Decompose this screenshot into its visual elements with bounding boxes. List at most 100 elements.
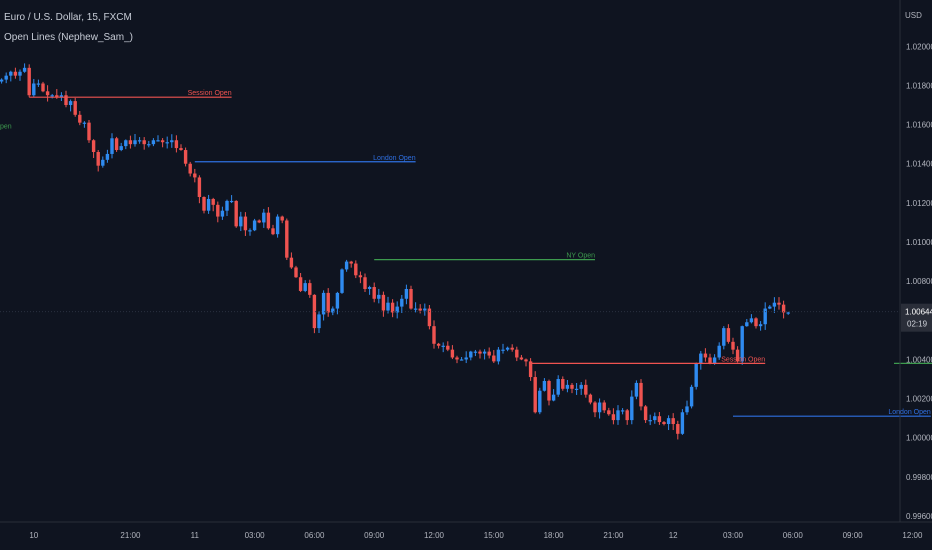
candle[interactable]	[597, 398, 602, 419]
candle[interactable]	[487, 347, 491, 359]
candle[interactable]	[275, 214, 280, 238]
candle[interactable]	[459, 357, 464, 361]
candle[interactable]	[505, 346, 510, 352]
candle[interactable]	[340, 268, 344, 294]
candle[interactable]	[262, 208, 266, 228]
candle[interactable]	[515, 346, 519, 362]
candle[interactable]	[4, 72, 8, 84]
candle[interactable]	[726, 324, 731, 344]
candle[interactable]	[326, 288, 330, 317]
candle[interactable]	[574, 382, 579, 395]
candle[interactable]	[455, 355, 459, 364]
candle[interactable]	[786, 311, 790, 315]
candle[interactable]	[643, 405, 648, 423]
candle[interactable]	[781, 300, 786, 319]
candle[interactable]	[754, 317, 758, 329]
candle[interactable]	[685, 400, 689, 415]
candle[interactable]	[45, 85, 50, 102]
candle[interactable]	[367, 285, 372, 295]
candle[interactable]	[496, 347, 501, 365]
candle[interactable]	[133, 134, 137, 147]
candle[interactable]	[390, 299, 395, 318]
candle[interactable]	[68, 99, 73, 112]
candle[interactable]	[156, 135, 160, 142]
candle[interactable]	[73, 97, 77, 117]
candle[interactable]	[105, 149, 110, 163]
candle[interactable]	[179, 144, 183, 151]
candle[interactable]	[119, 142, 123, 152]
candle[interactable]	[409, 285, 413, 310]
candle[interactable]	[165, 136, 169, 149]
candle[interactable]	[229, 195, 234, 204]
candle[interactable]	[243, 212, 248, 236]
candle[interactable]	[87, 119, 91, 143]
candle[interactable]	[556, 375, 560, 397]
candle[interactable]	[220, 206, 225, 220]
candle[interactable]	[450, 345, 455, 360]
candle[interactable]	[248, 228, 252, 236]
candle[interactable]	[395, 301, 399, 319]
candle[interactable]	[745, 318, 749, 327]
candle[interactable]	[101, 156, 105, 168]
candle[interactable]	[699, 350, 703, 370]
candle[interactable]	[473, 349, 478, 357]
candle[interactable]	[749, 314, 754, 324]
candle[interactable]	[616, 405, 620, 425]
candle[interactable]	[183, 147, 188, 167]
candle[interactable]	[551, 389, 556, 402]
candle[interactable]	[289, 252, 294, 269]
candle[interactable]	[478, 349, 482, 359]
candle[interactable]	[27, 64, 31, 98]
candle[interactable]	[758, 321, 763, 331]
candle[interactable]	[128, 135, 133, 149]
candle[interactable]	[740, 325, 744, 365]
candle[interactable]	[193, 168, 197, 183]
candle[interactable]	[82, 121, 87, 128]
candle[interactable]	[620, 408, 625, 415]
candle[interactable]	[271, 224, 275, 236]
candle[interactable]	[662, 420, 666, 426]
candle[interactable]	[170, 134, 174, 148]
candle[interactable]	[676, 420, 680, 440]
time-axis[interactable]: 10 21:00 11 03:00 06:00 09:00 12:00 15:00 18:00 2…	[29, 531, 932, 540]
candle[interactable]	[524, 358, 528, 367]
candle[interactable]	[542, 378, 547, 392]
candle[interactable]	[216, 201, 220, 223]
candle[interactable]	[137, 137, 142, 144]
candle[interactable]	[280, 215, 284, 224]
candle[interactable]	[593, 401, 597, 418]
candle[interactable]	[377, 288, 381, 304]
candle[interactable]	[607, 407, 611, 416]
candle[interactable]	[777, 297, 781, 310]
candle[interactable]	[611, 408, 616, 425]
candle[interactable]	[308, 279, 312, 298]
candle[interactable]	[110, 133, 114, 159]
candle[interactable]	[427, 305, 432, 330]
candle[interactable]	[358, 271, 363, 284]
candle[interactable]	[648, 414, 652, 426]
candle[interactable]	[639, 379, 643, 411]
candle[interactable]	[142, 137, 146, 150]
candle[interactable]	[349, 260, 353, 268]
candle[interactable]	[266, 207, 271, 230]
candle[interactable]	[602, 400, 606, 413]
candle[interactable]	[400, 294, 404, 313]
candle[interactable]	[528, 358, 533, 381]
candle[interactable]	[413, 302, 418, 313]
candle[interactable]	[464, 351, 468, 364]
candle[interactable]	[225, 199, 229, 216]
candle[interactable]	[482, 349, 487, 360]
candle[interactable]	[331, 306, 335, 316]
candle[interactable]	[717, 342, 721, 360]
candle[interactable]	[772, 297, 777, 314]
candle[interactable]	[36, 79, 41, 87]
candle[interactable]	[763, 302, 767, 330]
candle[interactable]	[206, 194, 211, 214]
candle[interactable]	[469, 350, 473, 361]
plot-area[interactable]	[0, 63, 790, 440]
candle[interactable]	[584, 379, 588, 398]
candle[interactable]	[151, 138, 156, 147]
candle[interactable]	[78, 111, 82, 126]
candle[interactable]	[363, 273, 367, 293]
candle[interactable]	[680, 409, 685, 435]
